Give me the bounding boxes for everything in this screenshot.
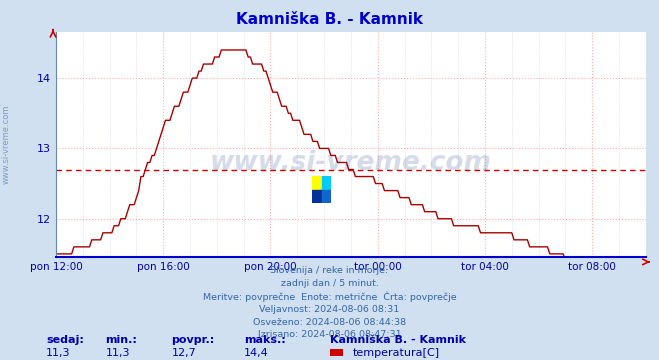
Text: Meritve: povprečne  Enote: metrične  Črta: povprečje: Meritve: povprečne Enote: metrične Črta:… bbox=[203, 292, 456, 302]
Text: temperatura[C]: temperatura[C] bbox=[353, 348, 440, 358]
Text: Kamniška B. - Kamnik: Kamniška B. - Kamnik bbox=[330, 335, 465, 345]
Text: Slovenija / reke in morje.: Slovenija / reke in morje. bbox=[270, 266, 389, 275]
Bar bbox=[312, 176, 322, 190]
Bar bbox=[322, 190, 331, 203]
Text: min.:: min.: bbox=[105, 335, 137, 345]
Text: zadnji dan / 5 minut.: zadnji dan / 5 minut. bbox=[281, 279, 378, 288]
Text: 11,3: 11,3 bbox=[105, 348, 130, 358]
Text: Veljavnost: 2024-08-06 08:31: Veljavnost: 2024-08-06 08:31 bbox=[260, 305, 399, 314]
Text: 12,7: 12,7 bbox=[171, 348, 196, 358]
Text: www.si-vreme.com: www.si-vreme.com bbox=[210, 150, 492, 176]
Text: Kamniška B. - Kamnik: Kamniška B. - Kamnik bbox=[236, 12, 423, 27]
Text: Osveženo: 2024-08-06 08:44:38: Osveženo: 2024-08-06 08:44:38 bbox=[253, 318, 406, 327]
Text: Izrisano: 2024-08-06 08:47:31: Izrisano: 2024-08-06 08:47:31 bbox=[258, 330, 401, 339]
Text: povpr.:: povpr.: bbox=[171, 335, 215, 345]
Text: 11,3: 11,3 bbox=[46, 348, 71, 358]
Bar bbox=[322, 176, 331, 190]
Text: www.si-vreme.com: www.si-vreme.com bbox=[2, 104, 11, 184]
Text: sedaj:: sedaj: bbox=[46, 335, 84, 345]
Bar bbox=[312, 190, 322, 203]
Text: 14,4: 14,4 bbox=[244, 348, 269, 358]
Text: maks.:: maks.: bbox=[244, 335, 285, 345]
